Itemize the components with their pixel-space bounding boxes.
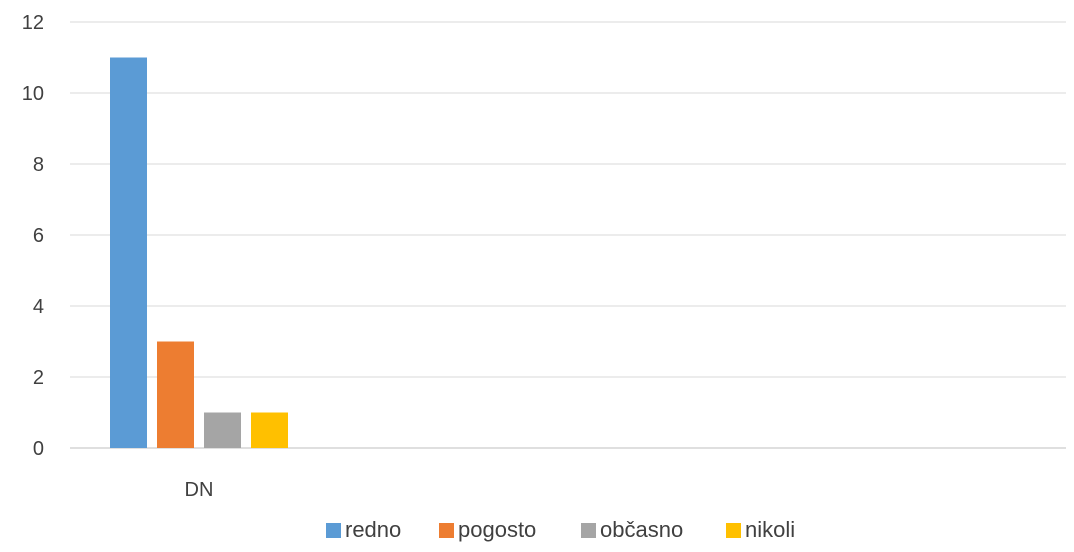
y-tick-label: 10 bbox=[22, 83, 44, 105]
y-tick-label: 8 bbox=[33, 154, 44, 176]
x-category-label: DN bbox=[185, 479, 214, 501]
bar-redno bbox=[110, 57, 147, 448]
bars bbox=[110, 57, 288, 448]
x-axis-category-labels: DN bbox=[185, 479, 214, 501]
legend-label-pogosto: pogosto bbox=[458, 517, 536, 542]
legend-label-redno: redno bbox=[345, 517, 401, 542]
bar-pogosto bbox=[157, 341, 194, 448]
legend-swatch-občasno bbox=[581, 523, 596, 538]
y-tick-label: 4 bbox=[33, 296, 44, 318]
legend-swatch-nikoli bbox=[726, 523, 741, 538]
bar-nikoli bbox=[251, 412, 288, 448]
y-tick-label: 0 bbox=[33, 438, 44, 460]
y-tick-label: 2 bbox=[33, 367, 44, 389]
y-tick-label: 6 bbox=[33, 225, 44, 247]
legend-label-nikoli: nikoli bbox=[745, 517, 795, 542]
legend-swatch-redno bbox=[326, 523, 341, 538]
bar-občasno bbox=[204, 412, 241, 448]
y-axis-tick-labels: 0 2 4 6 8 10 12 bbox=[22, 12, 44, 460]
y-tick-label: 12 bbox=[22, 12, 44, 34]
legend: redno pogosto občasno nikoli bbox=[326, 517, 795, 542]
legend-swatch-pogosto bbox=[439, 523, 454, 538]
legend-label-občasno: občasno bbox=[600, 517, 683, 542]
gridlines bbox=[70, 21, 1066, 449]
